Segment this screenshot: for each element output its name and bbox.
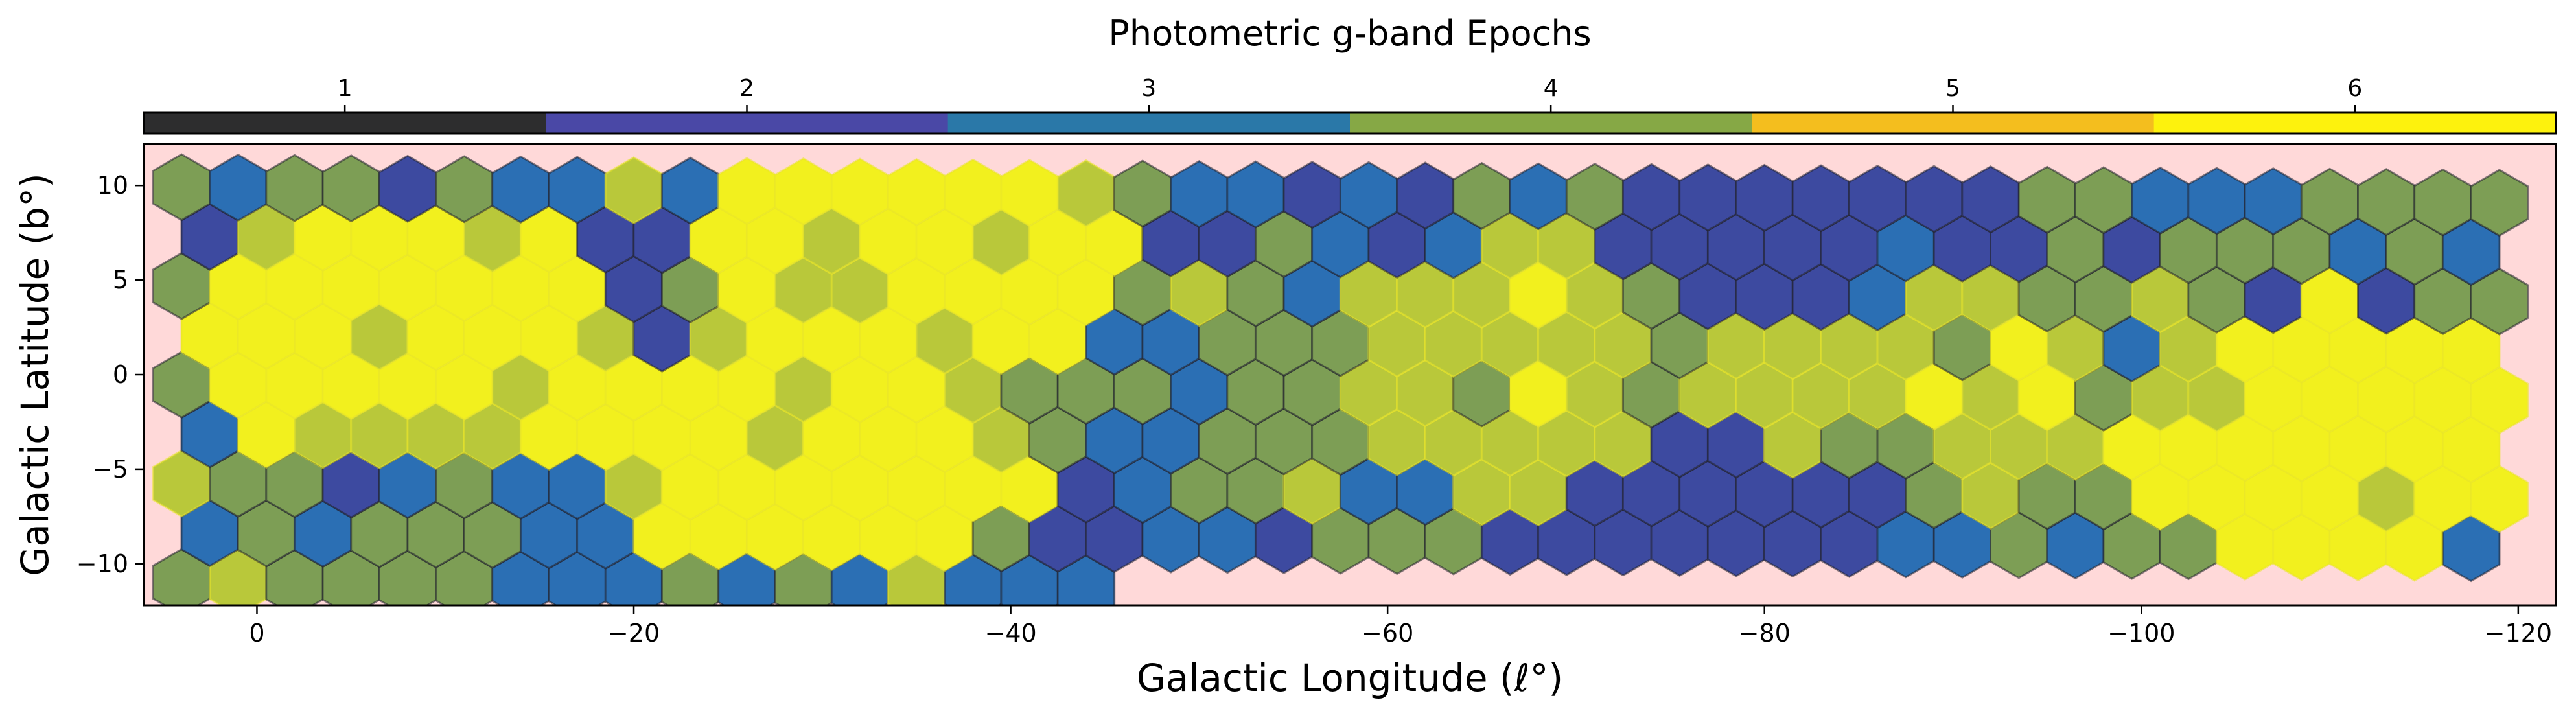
colorbar-segment [1350, 113, 1752, 134]
survey-field-hexagon [2470, 169, 2529, 237]
colorbar-segment [1752, 113, 2155, 134]
y-tick-label: 0 [113, 360, 128, 389]
x-tick-label: −20 [608, 619, 660, 647]
colorbar-segment [947, 113, 1351, 134]
y-tick-label: 5 [113, 266, 128, 294]
colorbar: 1 2 3 4 5 6 [143, 75, 2557, 135]
colorbar-frame [143, 111, 2557, 135]
colorbar-segment [144, 113, 546, 134]
colorbar-tick-label: 1 [338, 75, 353, 102]
colorbar-tick-label: 3 [1141, 75, 1156, 102]
colorbar-tick-label: 4 [1544, 75, 1559, 102]
x-tick-label: −80 [1739, 619, 1791, 647]
colorbar-title: Photometric g-band Epochs [1108, 13, 1591, 54]
x-tick-label: −120 [2485, 619, 2552, 647]
x-axis-label: Galactic Longitude (ℓ°) [1137, 656, 1563, 700]
x-axis-ticks: 0 −20 −40 −60 −80 −100 −120 [249, 605, 2552, 647]
colorbar-segment [2153, 113, 2557, 134]
x-tick-label: −60 [1362, 619, 1413, 647]
colorbar-tick-label: 2 [739, 75, 754, 102]
y-axis-ticks: 10 5 0 −5 −10 [76, 171, 144, 578]
y-tick-label: 10 [97, 171, 128, 200]
y-tick-label: −10 [76, 550, 128, 578]
y-tick-label: −5 [92, 455, 128, 483]
y-axis-label: Galactic Latitude (b°) [13, 173, 57, 576]
x-tick-label: 0 [249, 619, 264, 647]
colorbar-tick-label: 6 [2347, 75, 2362, 102]
survey-footprint [152, 153, 2529, 605]
colorbar-tick-label: 5 [1945, 75, 1960, 102]
x-tick-label: −100 [2107, 619, 2175, 647]
colorbar-segment [546, 113, 949, 134]
x-tick-label: −40 [984, 619, 1036, 647]
